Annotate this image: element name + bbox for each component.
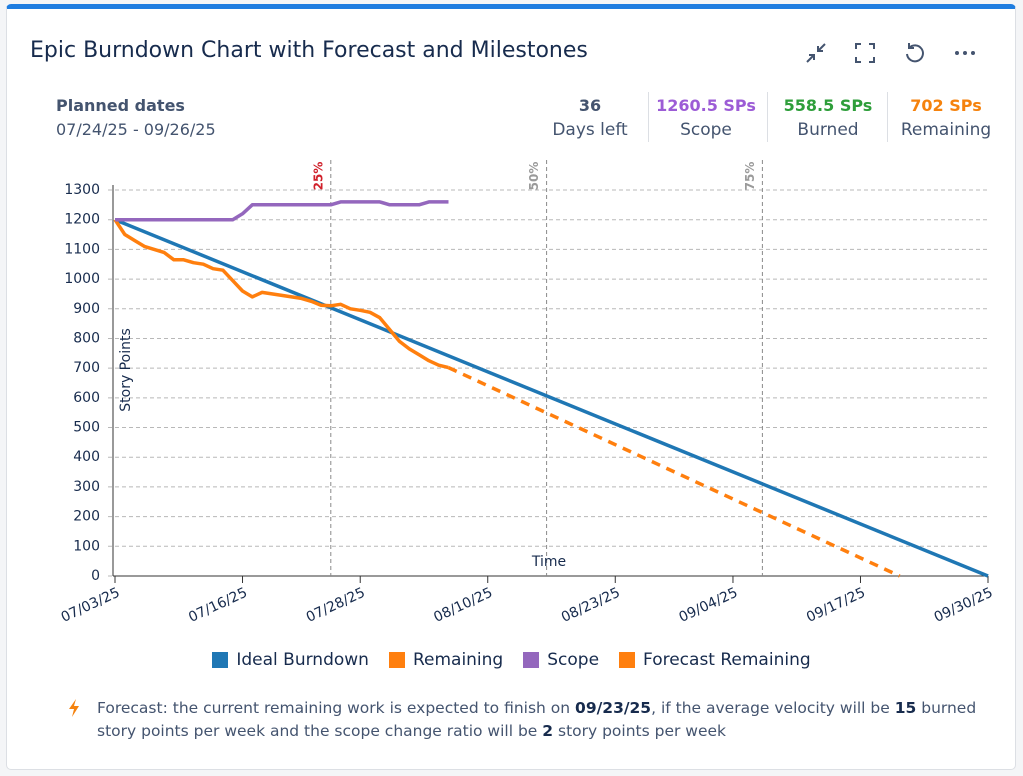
stat-label: Burned <box>797 120 859 140</box>
x-tick-label: 09/17/25 <box>804 585 868 626</box>
legend-label: Ideal Burndown <box>236 650 369 670</box>
forecast-icon <box>69 699 79 717</box>
stat: 558.5 SPs Burned <box>769 94 887 142</box>
stat: 1260.5 SPs Scope <box>647 94 765 142</box>
legend-item: Scope <box>523 650 599 670</box>
legend-swatch <box>212 652 229 668</box>
legend-label: Remaining <box>412 650 504 670</box>
stat-label: Remaining <box>900 120 992 140</box>
widget-title: Epic Burndown Chart with Forecast and Mi… <box>30 38 588 63</box>
stat: 36 Days left <box>531 94 649 142</box>
separator <box>887 92 888 142</box>
note-text: 15 <box>894 699 917 717</box>
legend-item: Forecast Remaining <box>619 650 811 670</box>
note-text: burned story points per week and the sco… <box>97 699 977 740</box>
separator <box>767 92 768 142</box>
y-tick-label: 1000 <box>64 271 100 287</box>
x-tick-label: 07/28/25 <box>304 585 368 626</box>
collapse-icon[interactable] <box>803 40 829 66</box>
y-tick-label: 1200 <box>64 212 100 228</box>
planned-range: 07/24/25 - 09/26/25 <box>56 120 216 139</box>
stat-value: 702 SPs <box>910 96 982 115</box>
y-tick-label: 700 <box>73 360 100 376</box>
stat-label: Scope <box>680 120 732 140</box>
more-icon[interactable] <box>952 40 978 66</box>
y-tick-label: 500 <box>73 420 100 436</box>
planned-dates: Planned dates 07/24/25 - 09/26/25 <box>56 94 216 142</box>
series-line <box>447 366 901 578</box>
y-tick-label: 900 <box>73 301 100 317</box>
x-tick-label: 07/03/25 <box>59 585 123 626</box>
y-tick-label: 300 <box>73 479 100 495</box>
legend-label: Forecast Remaining <box>643 650 811 670</box>
y-tick-label: 1100 <box>64 241 100 257</box>
x-tick-label: 07/16/25 <box>186 585 250 626</box>
legend-swatch <box>619 652 636 668</box>
series-line <box>115 200 449 222</box>
legend-item: Remaining <box>388 650 504 670</box>
widget-card <box>6 4 1016 770</box>
stat-value: 558.5 SPs <box>783 96 873 115</box>
planned-label: Planned dates <box>56 96 185 115</box>
y-tick-label: 600 <box>73 390 100 406</box>
note-text: 2 <box>542 722 554 740</box>
x-axis-label: Time <box>531 554 566 570</box>
stat-value: 36 <box>578 96 602 115</box>
separator <box>648 92 649 142</box>
note-text: 09/23/25 <box>575 699 652 717</box>
y-tick-label: 200 <box>73 509 100 525</box>
stat-value: 1260.5 SPs <box>656 96 756 115</box>
note-text: story points per week <box>553 722 727 740</box>
milestone-label: 25% <box>311 162 325 191</box>
forecast-note: Forecast: the current remaining work is … <box>97 697 977 743</box>
y-tick-label: 0 <box>91 568 100 584</box>
legend-label: Scope <box>547 650 600 670</box>
refresh-icon[interactable] <box>902 40 928 66</box>
y-tick-label: 800 <box>73 330 100 346</box>
x-tick-label: 08/23/25 <box>559 585 623 626</box>
legend-swatch <box>388 652 405 668</box>
stat: 702 SPs Remaining <box>887 94 1005 142</box>
milestone-label: 50% <box>527 162 541 191</box>
note-text: Forecast: the current remaining work is … <box>97 699 576 717</box>
x-tick-label: 08/10/25 <box>431 585 495 626</box>
x-tick-label: 09/30/25 <box>932 585 996 626</box>
y-tick-label: 400 <box>73 449 100 465</box>
series-line <box>113 218 449 370</box>
stat-label: Days left <box>552 120 628 140</box>
milestone-label: 75% <box>743 162 757 191</box>
legend: Ideal Burndown Remaining Scope Forecast Rem… <box>0 650 1023 670</box>
x-tick-label: 09/04/25 <box>677 585 741 626</box>
y-tick-label: 1300 <box>64 182 100 198</box>
note-text: , if the average velocity will be <box>651 699 895 717</box>
y-axis-label: Story Points <box>118 328 134 412</box>
series-line <box>114 218 989 578</box>
fullscreen-icon[interactable] <box>852 40 878 66</box>
legend-swatch <box>523 652 540 668</box>
y-tick-label: 100 <box>73 538 100 554</box>
legend-item: Ideal Burndown <box>212 650 369 670</box>
